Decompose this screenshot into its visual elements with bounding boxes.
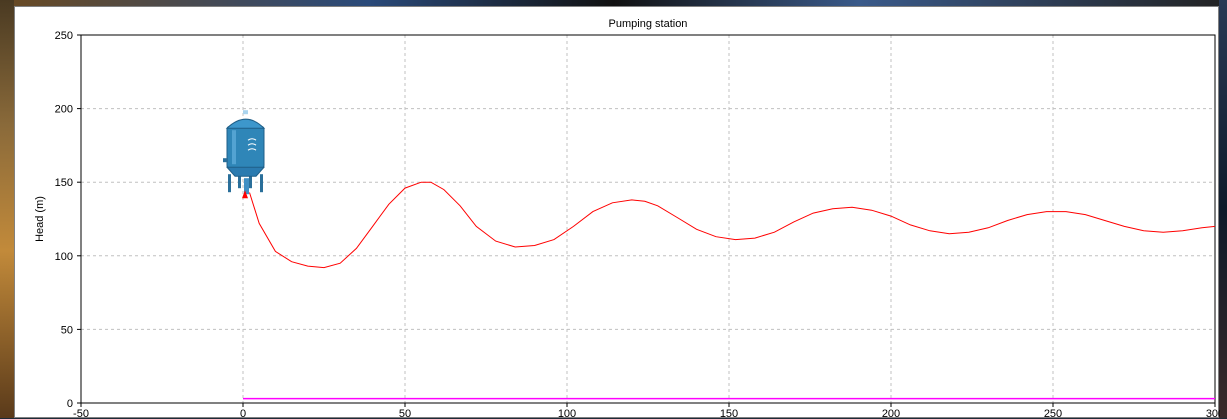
- y-tick-label: 50: [61, 324, 73, 336]
- pressure-vessel-icon: [223, 110, 266, 199]
- x-tick-label: -50: [73, 408, 89, 419]
- grid: [81, 35, 1215, 403]
- chart-panel: -50050100150200250300050100150200250 Pum…: [14, 6, 1220, 419]
- annotation-layer: [223, 110, 266, 199]
- y-axis-label: Head (m): [34, 196, 46, 242]
- chart-title: Pumping station: [609, 18, 688, 30]
- y-tick-label: 100: [55, 251, 73, 263]
- axis-ticks: -50050100150200250300050100150200250: [55, 30, 1220, 419]
- x-tick-label: 0: [240, 408, 246, 419]
- background-strip-left: [0, 0, 14, 418]
- head-profile-chart: -50050100150200250300050100150200250 Pum…: [34, 18, 1220, 419]
- background-strip-right: [1219, 0, 1227, 418]
- series-layer: [243, 181, 1216, 400]
- plot-area-frame: [80, 34, 1216, 404]
- x-tick-label: 50: [399, 408, 411, 419]
- x-tick-label: 200: [882, 408, 900, 419]
- y-tick-label: 250: [55, 30, 73, 42]
- x-tick-label: 150: [720, 408, 738, 419]
- y-tick-label: 150: [55, 177, 73, 189]
- y-tick-label: 0: [67, 398, 73, 410]
- head-series-line: [249, 181, 1216, 269]
- x-tick-label: 300: [1206, 408, 1220, 419]
- x-tick-label: 250: [1044, 408, 1062, 419]
- background-strip-top: [0, 0, 1227, 6]
- x-tick-label: 100: [558, 408, 576, 419]
- y-tick-label: 200: [55, 104, 73, 116]
